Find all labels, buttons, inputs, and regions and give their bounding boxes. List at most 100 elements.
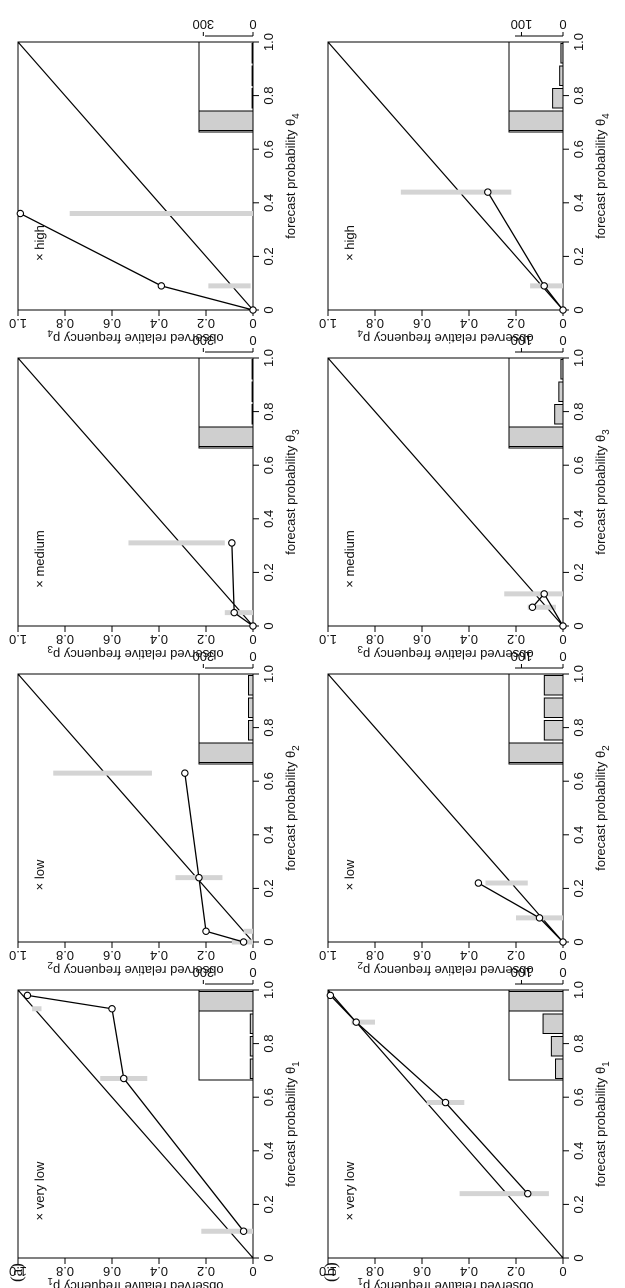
x-tick-label: 0 <box>571 938 586 945</box>
y-tick-label: 0.8 <box>56 948 74 963</box>
histogram-bar <box>508 742 564 763</box>
reliability-line <box>27 994 245 1232</box>
inset-histogram: 100 0 <box>508 965 567 1081</box>
plot-title: × high <box>342 225 357 261</box>
y-tick-label: 1.0 <box>9 632 27 647</box>
reliability-line <box>478 882 564 943</box>
y-tick-label: 0.6 <box>413 1264 431 1279</box>
x-tick-label: 0.4 <box>261 510 276 528</box>
x-tick-label: 1.0 <box>571 665 586 683</box>
histogram-tick-label: 0 <box>559 649 566 664</box>
histogram-bar <box>251 65 254 86</box>
plot-frame <box>17 41 254 311</box>
x-tick-label: 0 <box>571 306 586 313</box>
y-tick-label: 0 <box>249 632 256 647</box>
histogram-bar <box>508 426 564 447</box>
y-tick-label: 0 <box>559 948 566 963</box>
x-axis-label-sub: 2 <box>291 745 302 751</box>
data-point <box>181 769 189 777</box>
y-axis-label: observed relative frequency p2 <box>357 959 534 978</box>
x-tick-label: 1.0 <box>571 33 586 51</box>
y-tick-label: 0.6 <box>103 948 121 963</box>
histogram-tick-label: 300 <box>192 333 214 348</box>
x-tick-label: 0.6 <box>261 772 276 790</box>
data-point <box>230 608 238 617</box>
reliability-line <box>329 994 529 1195</box>
y-tick-label: 0.4 <box>150 316 168 331</box>
plot-frame <box>327 989 564 1259</box>
y-axis-label: observed relative frequency p3 <box>357 643 534 662</box>
x-tick-label: 0.8 <box>261 87 276 105</box>
x-tick-label: 1.0 <box>261 33 276 51</box>
plot-panel-5: × very low00.20.40.60.81.000.20.40.60.81… <box>319 965 612 1288</box>
data-point <box>108 1005 116 1013</box>
diagonal-line <box>17 673 254 943</box>
y-tick-label: 0.4 <box>150 1264 168 1279</box>
data-point <box>228 539 236 547</box>
y-tick-label: 0.2 <box>197 948 215 963</box>
data-point <box>559 622 567 630</box>
x-tick-label: 0.2 <box>261 879 276 897</box>
y-axis-label-sub: 3 <box>357 643 363 654</box>
x-tick-label: 0.6 <box>261 456 276 474</box>
y-tick-label: 0.2 <box>197 316 215 331</box>
reliability-line <box>184 773 244 943</box>
histogram-frame <box>508 673 564 765</box>
x-axis-label: forecast probability θ4 <box>283 113 302 239</box>
x-tick-label: 0 <box>261 622 276 629</box>
x-tick-label: 0.2 <box>571 563 586 581</box>
y-tick-label: 0 <box>559 632 566 647</box>
histogram-bar <box>543 675 564 696</box>
x-axis-label-text: forecast probability θ <box>593 119 608 239</box>
y-tick-label: 0.8 <box>56 1264 74 1279</box>
reliability-line <box>487 191 564 311</box>
y-axis-label-sub: 2 <box>357 959 363 970</box>
histogram-tick-label: 0 <box>249 333 256 348</box>
diagonal-line <box>17 989 254 1259</box>
histogram-tick-label: 100 <box>511 965 533 980</box>
x-tick-label: 1.0 <box>261 349 276 367</box>
y-axis-label-text: observed relative frequency p <box>363 963 534 978</box>
y-tick-label: 0.6 <box>103 632 121 647</box>
plot-panel-2: × low 0 0.2 0.4 0.6 0.8 1.0 0 0.2 0.4 0.6 0.8 1.0 for… <box>9 649 302 978</box>
x-tick-label: 0 <box>261 938 276 945</box>
y-tick-label: 1.0 <box>319 948 337 963</box>
y-tick-label: 1.0 <box>9 1264 27 1279</box>
histogram-frame <box>198 989 254 1081</box>
y-tick-label: 0.2 <box>197 632 215 647</box>
y-axis-label-sub: 2 <box>47 959 53 970</box>
y-tick-label: 0.2 <box>507 948 525 963</box>
histogram-bar <box>251 404 254 425</box>
plot-title: × low <box>342 859 357 890</box>
histogram-frame <box>198 41 254 133</box>
histogram-bar <box>560 43 564 64</box>
data-point <box>239 1227 248 1235</box>
data-point <box>195 873 203 882</box>
data-point <box>352 1018 360 1026</box>
x-tick-label: 1.0 <box>571 349 586 367</box>
histogram-tick-label: 0 <box>559 965 566 980</box>
x-axis-label: forecast probability θ2 <box>283 745 302 871</box>
histogram-frame <box>198 673 254 765</box>
histogram-tick-label: 0 <box>559 17 566 32</box>
y-axis-label-text: observed relative frequency p <box>363 647 534 662</box>
x-tick-label: 0 <box>571 622 586 629</box>
histogram-bar <box>559 65 564 86</box>
y-tick-label: 0.6 <box>413 948 431 963</box>
data-point <box>540 590 548 598</box>
data-point <box>249 306 257 314</box>
y-tick-label: 0.4 <box>460 316 478 331</box>
histogram-tick-label: 0 <box>559 333 566 348</box>
y-axis-label: observed relative frequency p1 <box>357 1275 534 1288</box>
y-tick-label: 0.2 <box>507 316 525 331</box>
plot-title: × medium <box>342 530 357 587</box>
x-axis-label: forecast probability θ2 <box>593 745 612 871</box>
histogram-bar <box>542 1013 564 1034</box>
y-axis-label-sub: 4 <box>47 327 53 338</box>
y-tick-label: 0 <box>559 316 566 331</box>
x-axis-label-sub: 4 <box>601 113 612 119</box>
y-tick-label: 0.6 <box>103 1264 121 1279</box>
x-tick-label: 1.0 <box>261 981 276 999</box>
y-tick-label: 1.0 <box>319 632 337 647</box>
inset-histogram: 100 0 <box>508 649 567 765</box>
